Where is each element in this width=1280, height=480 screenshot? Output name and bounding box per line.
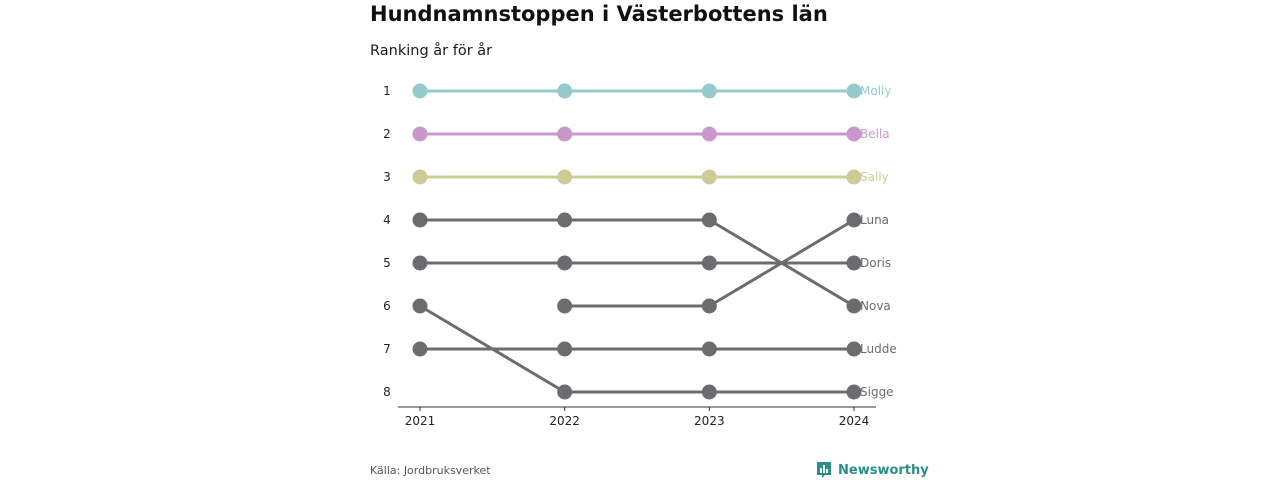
- data-point-bella: [412, 126, 428, 142]
- series-labels: Luna Doris Nova Ludde Sigge Molly Bella Sally: [860, 84, 897, 399]
- x-axis: 2021 2022 2023 2024: [398, 406, 876, 428]
- data-point-molly: [701, 83, 717, 99]
- y-tick-label: 8: [383, 385, 391, 399]
- y-tick-label: 1: [383, 84, 391, 98]
- data-point-luna: [557, 298, 573, 314]
- data-point-luna: [846, 212, 862, 228]
- data-point-molly: [412, 83, 428, 99]
- data-point-molly: [557, 83, 573, 99]
- bar-chart-icon: [817, 462, 831, 478]
- data-point-sally: [557, 169, 573, 185]
- data-point-sally: [412, 169, 428, 185]
- y-tick-label: 5: [383, 256, 391, 270]
- data-point-doris: [412, 255, 428, 271]
- data-point-nova: [557, 212, 573, 228]
- data-point-molly: [846, 83, 862, 99]
- x-tick-label: 2023: [694, 414, 725, 428]
- chart-subtitle: Ranking år för år: [370, 43, 493, 59]
- series-lines: [419, 89, 855, 394]
- series-points: [412, 83, 862, 400]
- data-point-ludde: [846, 341, 862, 357]
- y-axis: 1 2 3 4 5 6 7 8: [383, 84, 391, 399]
- series-label-sally: Sally: [860, 170, 889, 184]
- data-point-ludde: [412, 341, 428, 357]
- data-point-doris: [701, 255, 717, 271]
- series-line-nova: [420, 218, 855, 308]
- data-point-sigge: [557, 384, 573, 400]
- y-tick-label: 2: [383, 127, 391, 141]
- x-tick-label: 2021: [405, 414, 436, 428]
- series-label-molly: Molly: [860, 84, 891, 98]
- data-point-doris: [557, 255, 573, 271]
- series-label-nova: Nova: [860, 299, 891, 313]
- series-label-sigge: Sigge: [860, 385, 894, 399]
- y-tick-label: 3: [383, 170, 391, 184]
- series-label-bella: Bella: [860, 127, 890, 141]
- brand-name: Newsworthy: [838, 462, 929, 478]
- data-point-bella: [701, 126, 717, 142]
- data-point-nova: [701, 212, 717, 228]
- data-point-ludde: [701, 341, 717, 357]
- series-label-ludde: Ludde: [860, 342, 897, 356]
- data-point-nova: [846, 298, 862, 314]
- data-point-sally: [846, 169, 862, 185]
- data-point-bella: [846, 126, 862, 142]
- brand-logo[interactable]: Newsworthy: [816, 461, 929, 479]
- series-line-sigge: [419, 304, 854, 394]
- y-tick-label: 4: [383, 213, 391, 227]
- data-point-luna: [701, 298, 717, 314]
- series-label-luna: Luna: [860, 213, 889, 227]
- y-tick-label: 6: [383, 299, 391, 313]
- data-point-doris: [846, 255, 862, 271]
- data-point-sally: [701, 169, 717, 185]
- data-point-bella: [557, 126, 573, 142]
- series-label-doris: Doris: [860, 256, 891, 270]
- data-point-sigge: [846, 384, 862, 400]
- data-point-nova: [412, 212, 428, 228]
- x-tick-label: 2024: [839, 414, 870, 428]
- y-tick-label: 7: [383, 342, 391, 356]
- data-point-sigge: [412, 298, 428, 314]
- source-note: Källa: Jordbruksverket: [370, 464, 491, 477]
- data-point-ludde: [557, 341, 573, 357]
- x-tick-label: 2022: [549, 414, 580, 428]
- data-point-sigge: [701, 384, 717, 400]
- chart-title: Hundnamnstoppen i Västerbottens län: [370, 2, 828, 26]
